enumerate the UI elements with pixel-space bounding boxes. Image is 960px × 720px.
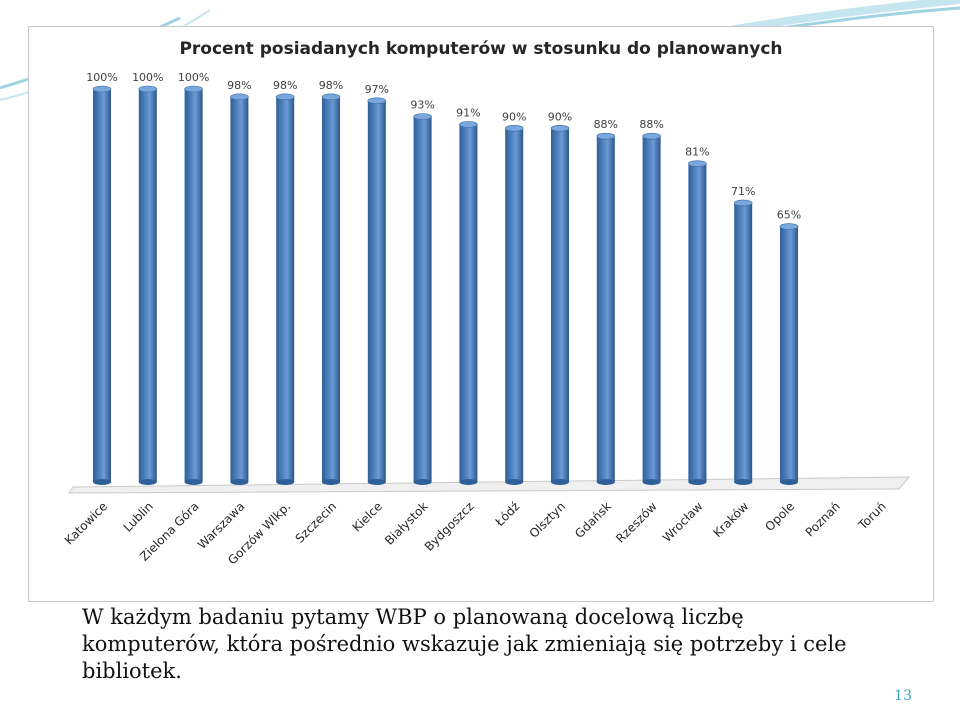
bar-10 xyxy=(551,128,569,483)
bar-bottom-5 xyxy=(322,479,340,485)
x-tick-label-12: Rzeszów xyxy=(613,499,660,546)
x-tick-label-11: Gdańsk xyxy=(572,499,614,541)
bar-bottom-12 xyxy=(642,479,661,485)
bar-bottom-2 xyxy=(184,479,203,485)
x-tick-label-10: Olsztyn xyxy=(527,499,569,541)
data-label-13: 81% xyxy=(685,146,709,159)
bar-1 xyxy=(138,89,157,482)
chart-frame: Procent posiadanych komputerów w stosunk… xyxy=(28,26,934,602)
data-label-8: 91% xyxy=(456,106,480,119)
data-label-15: 65% xyxy=(777,209,801,222)
bar-bottom-9 xyxy=(505,479,524,485)
bar-top-0 xyxy=(92,85,112,93)
bar-0 xyxy=(93,89,111,482)
bar-8 xyxy=(459,124,478,483)
bar-bottom-10 xyxy=(551,479,569,485)
bar-bottom-0 xyxy=(93,479,111,485)
bar-bottom-7 xyxy=(413,479,432,485)
data-label-12: 88% xyxy=(639,118,663,131)
x-tick-label-1: Lublin xyxy=(121,499,156,534)
bar-2 xyxy=(184,89,203,482)
bar-top-14 xyxy=(733,199,753,207)
x-tick-label-7: Białystok xyxy=(382,499,431,548)
x-tick-label-17: Toruń xyxy=(855,499,889,533)
data-label-3: 98% xyxy=(227,79,251,92)
bar-top-12 xyxy=(642,132,661,140)
data-label-11: 88% xyxy=(594,118,618,131)
data-label-9: 90% xyxy=(502,110,526,123)
bar-bottom-1 xyxy=(138,479,157,485)
bar-4 xyxy=(276,96,295,483)
bar-bottom-8 xyxy=(459,479,478,485)
bar-bottom-11 xyxy=(596,479,615,485)
bar-bottom-13 xyxy=(688,479,707,485)
x-tick-label-15: Opole xyxy=(762,499,797,534)
bar-top-5 xyxy=(321,93,341,101)
bar-13 xyxy=(688,163,707,483)
bar-bottom-15 xyxy=(780,479,798,485)
bar-top-4 xyxy=(275,93,295,101)
data-label-0: 100% xyxy=(86,71,117,84)
bar-top-15 xyxy=(779,223,799,230)
bar-12 xyxy=(642,136,661,482)
x-tick-label-8: Bydgoszcz xyxy=(422,499,477,554)
x-tick-label-9: Łódź xyxy=(492,499,522,529)
bar-bottom-6 xyxy=(367,479,386,485)
bar-5 xyxy=(322,96,340,483)
bar-3 xyxy=(230,96,249,483)
bar-top-3 xyxy=(230,93,249,101)
x-tick-label-5: Szczecin xyxy=(293,499,339,545)
bar-top-6 xyxy=(367,97,387,105)
data-label-7: 93% xyxy=(410,99,434,112)
bar-bottom-4 xyxy=(276,479,295,485)
bar-bottom-14 xyxy=(734,479,753,485)
bar-top-10 xyxy=(550,125,570,132)
bar-top-7 xyxy=(413,113,432,120)
bar-6 xyxy=(367,100,386,482)
data-label-2: 100% xyxy=(178,71,209,84)
data-label-14: 71% xyxy=(731,185,755,198)
x-tick-label-6: Kielce xyxy=(350,499,385,534)
chart-title: Procent posiadanych komputerów w stosunk… xyxy=(179,39,783,59)
x-tick-label-0: Katowice xyxy=(62,499,110,547)
bar-14 xyxy=(734,202,753,482)
data-label-5: 98% xyxy=(319,79,343,92)
bar-top-13 xyxy=(688,160,707,167)
bar-7 xyxy=(413,116,432,482)
bar-top-11 xyxy=(596,132,616,140)
bar-15 xyxy=(780,226,798,482)
data-label-6: 97% xyxy=(365,83,389,96)
bar-top-2 xyxy=(184,85,203,93)
page-number: 13 xyxy=(894,688,912,704)
data-label-4: 98% xyxy=(273,79,297,92)
bar-9 xyxy=(505,128,524,483)
data-label-1: 100% xyxy=(132,71,163,84)
bar-top-9 xyxy=(504,125,524,132)
x-tick-label-16: Poznań xyxy=(803,499,843,539)
bar-bottom-3 xyxy=(230,479,249,485)
bar-11 xyxy=(596,136,615,482)
x-tick-label-13: Wrocław xyxy=(660,499,706,545)
slide-caption: W każdym badaniu pytamy WBP o planowaną … xyxy=(82,605,847,683)
x-tick-label-14: Kraków xyxy=(710,499,751,540)
bar-top-1 xyxy=(138,85,158,93)
data-label-10: 90% xyxy=(548,110,572,123)
bar-top-8 xyxy=(459,121,478,128)
